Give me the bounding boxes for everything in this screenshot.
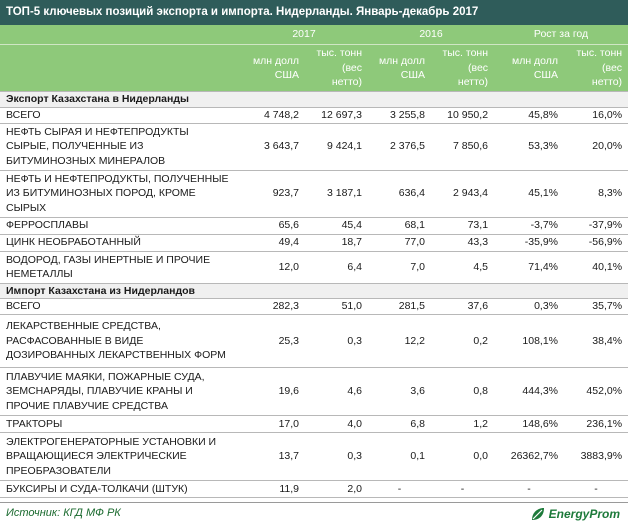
- export-section-row: Экспорт Казахстана в Нидерланды: [0, 91, 628, 108]
- table-row: НЕФТЬ И НЕФТЕПРОДУКТЫ, ПОЛУЧЕННЫЕ ИЗ БИТ…: [0, 170, 628, 218]
- header-unit-mln: млн долл США: [240, 44, 305, 92]
- footer: Источник: КГД МФ РК EnergyProm: [0, 502, 628, 526]
- table-row: ЦИНК НЕОБРАБОТАННЫЙ 49,4 18,7 77,0 43,3 …: [0, 234, 628, 252]
- table-row: ВОДОРОД, ГАЗЫ ИНЕРТНЫЕ И ПРОЧИЕ НЕМЕТАЛЛ…: [0, 251, 628, 284]
- import-section-row: Импорт Казахстана из Нидерландов: [0, 282, 628, 299]
- table-row: ЛЕКАРСТВЕННЫЕ СРЕДСТВА, РАСФАСОВАННЫЕ В …: [0, 314, 628, 368]
- header-year-2016: 2016: [368, 25, 495, 45]
- table-row: НЕФТЬ СЫРАЯ И НЕФТЕПРОДУКТЫ СЫРЫЕ, ПОЛУЧ…: [0, 123, 628, 171]
- table-row: ВСЕГО 4 748,2 12 697,3 3 255,8 10 950,2 …: [0, 107, 628, 124]
- table-row: ВСЕГО 282,3 51,0 281,5 37,6 0,3% 35,7%: [0, 298, 628, 315]
- header-units-row: млн долл США тыс. тонн (вес нетто) млн д…: [0, 44, 628, 92]
- header-unit-tons: тыс. тонн (вес нетто): [305, 44, 369, 92]
- export-section-title: Экспорт Казахстана в Нидерланды: [0, 91, 628, 108]
- table-row: БУКСИРЫ И СУДА-ТОЛКАЧИ (ШТУК) 11,9 2,0 -…: [0, 480, 628, 498]
- table-row: ФЕРРОСПЛАВЫ 65,6 45,4 68,1 73,1 -3,7% -3…: [0, 217, 628, 235]
- header-growth: Рост за год: [494, 25, 628, 45]
- header-unit-mln: млн долл США: [494, 44, 565, 92]
- source-note: Источник: КГД МФ РК: [6, 507, 121, 519]
- import-section-title: Импорт Казахстана из Нидерландов: [0, 282, 628, 299]
- brand-logo: EnergyProm: [530, 506, 620, 522]
- table-row: ЭЛЕКТРОГЕНЕРАТОРНЫЕ УСТАНОВКИ И ВРАЩАЮЩИ…: [0, 432, 628, 481]
- header-year-2017: 2017: [240, 25, 369, 45]
- header-years-row: 2017 2016 Рост за год: [0, 25, 628, 45]
- header-unit-tons: тыс. тонн (вес нетто): [564, 44, 628, 92]
- leaf-logo-icon: [531, 508, 544, 520]
- brand-name: EnergyProm: [548, 507, 620, 521]
- table-row: ТРАКТОРЫ 17,0 4,0 6,8 1,2 148,6% 236,1%: [0, 415, 628, 433]
- header-unit-mln: млн долл США: [368, 44, 432, 92]
- trade-table: 2017 2016 Рост за год млн долл США тыс. …: [0, 25, 628, 498]
- table-title: ТОП-5 ключевых позиций экспорта и импорт…: [0, 0, 628, 25]
- table-row: ПЛАВУЧИЕ МАЯКИ, ПОЖАРНЫЕ СУДА, ЗЕМСНАРЯД…: [0, 367, 628, 416]
- header-unit-tons: тыс. тонн (вес нетто): [431, 44, 495, 92]
